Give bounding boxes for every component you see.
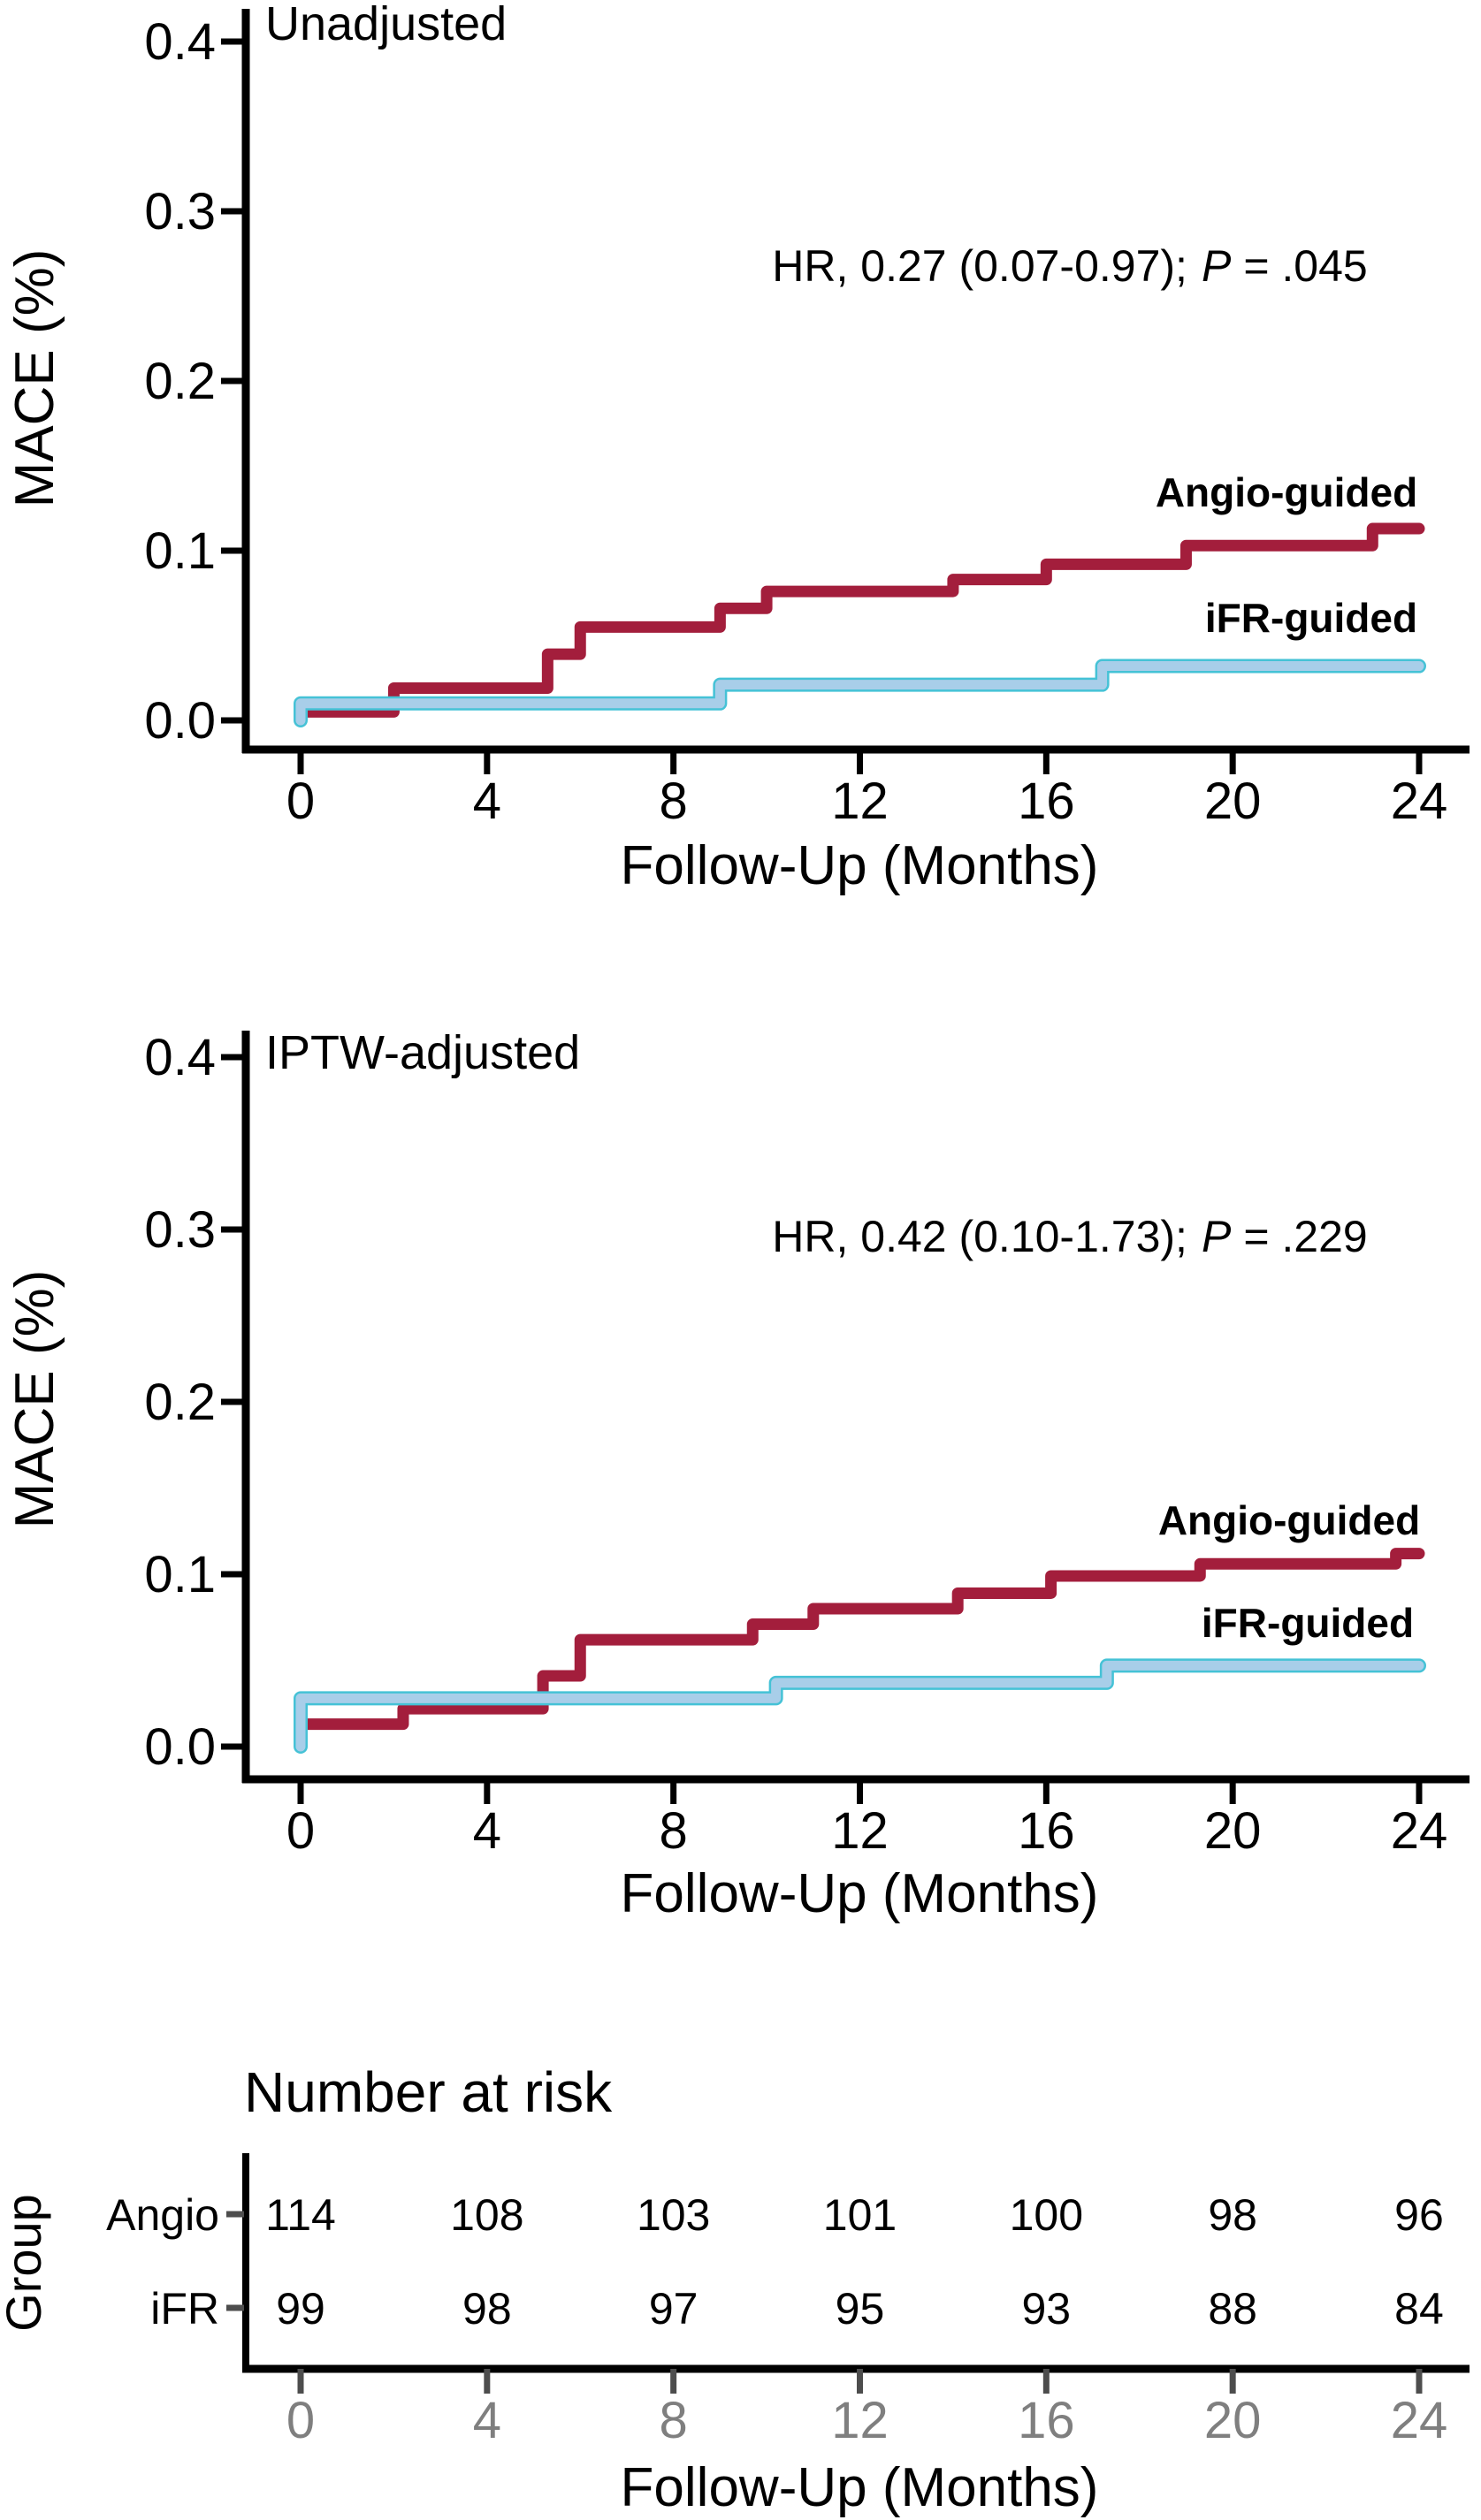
risk-value: 114 [265,2190,336,2240]
risk-table-x-tick-label: 8 [660,2392,688,2449]
risk-value: 108 [450,2190,523,2240]
km-curve-ifr [295,661,1424,726]
y-tick-label: 0.2 [144,353,216,410]
panel2-y-axis-label: MACE (%) [4,1270,65,1529]
panel2-x-axis-label: Follow-Up (Months) [621,1863,1099,1924]
risk-value: 98 [462,2284,512,2333]
x-tick-label: 20 [1204,1802,1262,1860]
y-tick-label: 0.1 [144,1546,216,1603]
risk-table-x-tick-label: 0 [286,2392,315,2449]
x-tick-label: 4 [473,773,501,830]
panel2-title: IPTW-adjusted [265,1026,580,1079]
risk-table-x-axis-label: Follow-Up (Months) [621,2457,1099,2518]
generated-layer: 0.0 0.1 0.2 0.3 0.4 0 4 8 12 16 20 24 0.0 0.1 0.2 0.3 0.… [106,9,1470,2449]
panel2-angio-series-label: Angio-guided [1158,1497,1420,1543]
risk-table-x-tick-label: 24 [1391,2392,1448,2449]
risk-value: 88 [1208,2284,1257,2333]
y-tick-label: 0.4 [144,13,216,71]
x-tick-label: 8 [660,773,688,830]
risk-value: 100 [1010,2190,1083,2240]
risk-table-x-tick-label: 12 [831,2392,889,2449]
panel1-ifr-series-label: iFR-guided [1205,595,1417,641]
risk-value: 96 [1394,2190,1444,2240]
x-tick-label: 16 [1018,1802,1075,1860]
risk-value: 101 [823,2190,897,2240]
km-curve-angio [294,522,1425,718]
risk-value: 93 [1022,2284,1072,2333]
x-tick-label: 24 [1391,1802,1448,1860]
risk-value: 103 [637,2190,710,2240]
x-tick-label: 8 [660,1802,688,1860]
risk-value: 95 [836,2284,885,2333]
panel1-x-axis-label: Follow-Up (Months) [621,835,1099,896]
x-tick-label: 12 [831,1802,889,1860]
x-tick-label: 16 [1018,773,1075,830]
risk-table-x-tick-label: 4 [473,2392,501,2449]
y-tick-label: 0.3 [144,1201,216,1259]
risk-row-label: iFR [150,2284,219,2333]
x-tick-label: 0 [286,773,315,830]
y-tick-label: 0.0 [144,1718,216,1776]
risk-table-x-tick-label: 20 [1204,2392,1262,2449]
y-tick-label: 0.3 [144,183,216,240]
y-tick-label: 0.1 [144,522,216,580]
x-tick-label: 0 [286,1802,315,1860]
y-tick-label: 0.0 [144,692,216,750]
panel1-title: Unadjusted [265,0,507,50]
risk-value: 98 [1208,2190,1257,2240]
x-tick-label: 4 [473,1802,501,1860]
km-curve-ifr [295,1660,1424,1752]
y-tick-label: 0.4 [144,1029,216,1086]
risk-value: 99 [276,2284,325,2333]
x-tick-label: 12 [831,773,889,830]
risk-table-title: Number at risk [244,2060,613,2124]
x-tick-label: 20 [1204,773,1262,830]
risk-value: 97 [649,2284,699,2333]
y-tick-label: 0.2 [144,1374,216,1431]
risk-table-group-axis-label: Group [0,2194,51,2332]
risk-value: 84 [1394,2284,1444,2333]
panel1-angio-series-label: Angio-guided [1156,469,1417,515]
panel2-hr-annotation: HR, 0.42 (0.10-1.73); P = .229 [772,1212,1367,1261]
risk-row-label: Angio [106,2190,219,2240]
panel1-y-axis-label: MACE (%) [4,249,65,508]
panel2-ifr-series-label: iFR-guided [1202,1600,1414,1646]
x-tick-label: 24 [1391,773,1448,830]
risk-table-x-tick-label: 16 [1018,2392,1075,2449]
panel1-hr-annotation: HR, 0.27 (0.07-0.97); P = .045 [772,241,1367,291]
